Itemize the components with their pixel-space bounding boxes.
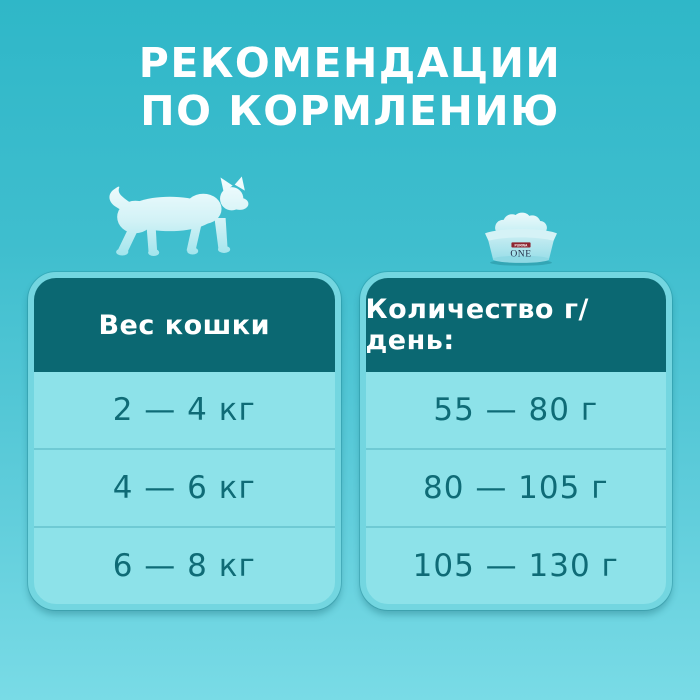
amount-row-2: 80 — 105 г xyxy=(365,448,666,526)
weight-row-1: 2 — 4 кг xyxy=(112,392,256,428)
cat-icon xyxy=(104,176,256,258)
purina-logo-badge xyxy=(511,242,531,248)
bowl-brand-one: ONE xyxy=(510,248,531,259)
page-title-line-2: ПО КОРМЛЕНИЮ xyxy=(140,86,560,135)
weight-table: Вес кошки 2 — 4 кг 4 — 6 кг 6 — 8 кг xyxy=(28,272,341,610)
weight-row-3: 6 — 8 кг xyxy=(34,526,335,604)
amount-row-1: 55 — 80 г xyxy=(433,392,599,428)
bowl-brand-purina: PURINA xyxy=(515,243,528,247)
weight-table-header: Вес кошки xyxy=(34,278,335,372)
feeding-tables: Вес кошки 2 — 4 кг 4 — 6 кг 6 — 8 кг Кол… xyxy=(28,272,672,610)
bowl-body xyxy=(488,237,554,262)
amount-table: Количество г/день: 55 — 80 г 80 — 105 г … xyxy=(359,272,672,610)
food-bowl-icon: PURINA ONE xyxy=(476,210,566,268)
amount-row-3: 105 — 130 г xyxy=(365,526,666,604)
page-title-line-1: РЕКОМЕНДАЦИИ xyxy=(138,39,562,87)
page-title: РЕКОМЕНДАЦИИ ПО КОРМЛЕНИЮ xyxy=(0,39,700,136)
amount-table-header: Количество г/день: xyxy=(365,278,666,372)
weight-row-2: 4 — 6 кг xyxy=(34,448,335,526)
